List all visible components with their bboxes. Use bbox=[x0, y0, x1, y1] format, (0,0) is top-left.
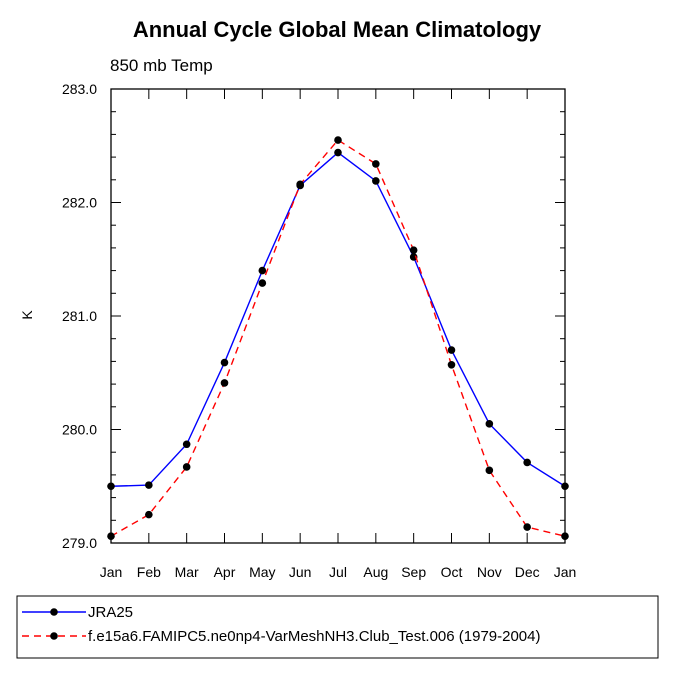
x-tick-label: May bbox=[249, 564, 275, 580]
series-0-point bbox=[258, 266, 267, 275]
x-tick-label: Aug bbox=[363, 564, 388, 580]
x-tick-label: Mar bbox=[175, 564, 199, 580]
series-0-point bbox=[485, 420, 494, 428]
series-1-point bbox=[334, 136, 342, 144]
y-tick-label: 282.0 bbox=[62, 195, 97, 211]
legend-box bbox=[16, 595, 659, 659]
series-0-point bbox=[561, 482, 569, 491]
series-1-point bbox=[182, 463, 191, 471]
series-0-point bbox=[145, 481, 153, 489]
series-0-point bbox=[409, 253, 418, 261]
chart-title: Annual Cycle Global Mean Climatology bbox=[133, 17, 542, 42]
legend: JRA25 f.e15a6.FAMIPC5.ne0np4-VarMeshNH3.C… bbox=[16, 595, 659, 659]
series-0-point bbox=[372, 177, 380, 185]
y-tick-label: 281.0 bbox=[62, 308, 97, 324]
series-1-point bbox=[220, 379, 229, 387]
y-axis-label: K bbox=[19, 310, 35, 320]
x-tick-label: Oct bbox=[441, 564, 463, 580]
legend-marker-1 bbox=[50, 632, 58, 640]
plot-border bbox=[110, 88, 566, 544]
x-tick-label: Jan bbox=[100, 564, 123, 580]
x-tick-label: Apr bbox=[214, 564, 236, 580]
series-0-point bbox=[182, 440, 191, 449]
series-1-point bbox=[561, 532, 569, 540]
x-tick-label: Jan bbox=[554, 564, 577, 580]
series-1-point bbox=[107, 532, 115, 540]
x-tick-label: Nov bbox=[477, 564, 502, 580]
x-tick-label: Sep bbox=[401, 564, 426, 580]
series-line-0 bbox=[110, 151, 566, 487]
series-1-point bbox=[258, 279, 267, 287]
series-1-point bbox=[447, 361, 456, 369]
plot-frame bbox=[110, 88, 566, 544]
y-tick-label: 283.0 bbox=[62, 81, 97, 97]
series-layer bbox=[107, 136, 569, 540]
axis-ticks bbox=[110, 88, 566, 544]
series-1-point bbox=[523, 523, 531, 531]
y-tick-label: 279.0 bbox=[62, 535, 97, 551]
series-1-point bbox=[485, 466, 494, 475]
y-tick-label: 280.0 bbox=[62, 422, 97, 438]
series-1-point bbox=[409, 246, 418, 254]
chart-subtitle: 850 mb Temp bbox=[110, 56, 213, 75]
legend-label-1: f.e15a6.FAMIPC5.ne0np4-VarMeshNH3.Club_T… bbox=[88, 628, 540, 645]
x-tick-label: Jul bbox=[329, 564, 347, 580]
legend-marker-0 bbox=[50, 608, 58, 616]
series-line-1 bbox=[110, 139, 566, 537]
series-0-point bbox=[447, 346, 456, 354]
x-tick-label: Feb bbox=[137, 564, 161, 580]
series-1-point bbox=[145, 510, 153, 519]
series-0-point bbox=[220, 358, 229, 367]
x-tick-label: Jun bbox=[289, 564, 312, 580]
legend-label-0: JRA25 bbox=[88, 604, 133, 621]
series-1-point bbox=[372, 160, 380, 168]
series-1-point bbox=[296, 180, 304, 189]
series-0-point bbox=[107, 482, 115, 491]
x-tick-label: Dec bbox=[515, 564, 540, 580]
series-0-point bbox=[523, 458, 531, 467]
series-0-point bbox=[334, 148, 342, 157]
axis-tick-labels: Jan Feb Mar Apr May Jun Jul Aug Sep Oct Nov Dec Jan2… bbox=[62, 81, 576, 580]
